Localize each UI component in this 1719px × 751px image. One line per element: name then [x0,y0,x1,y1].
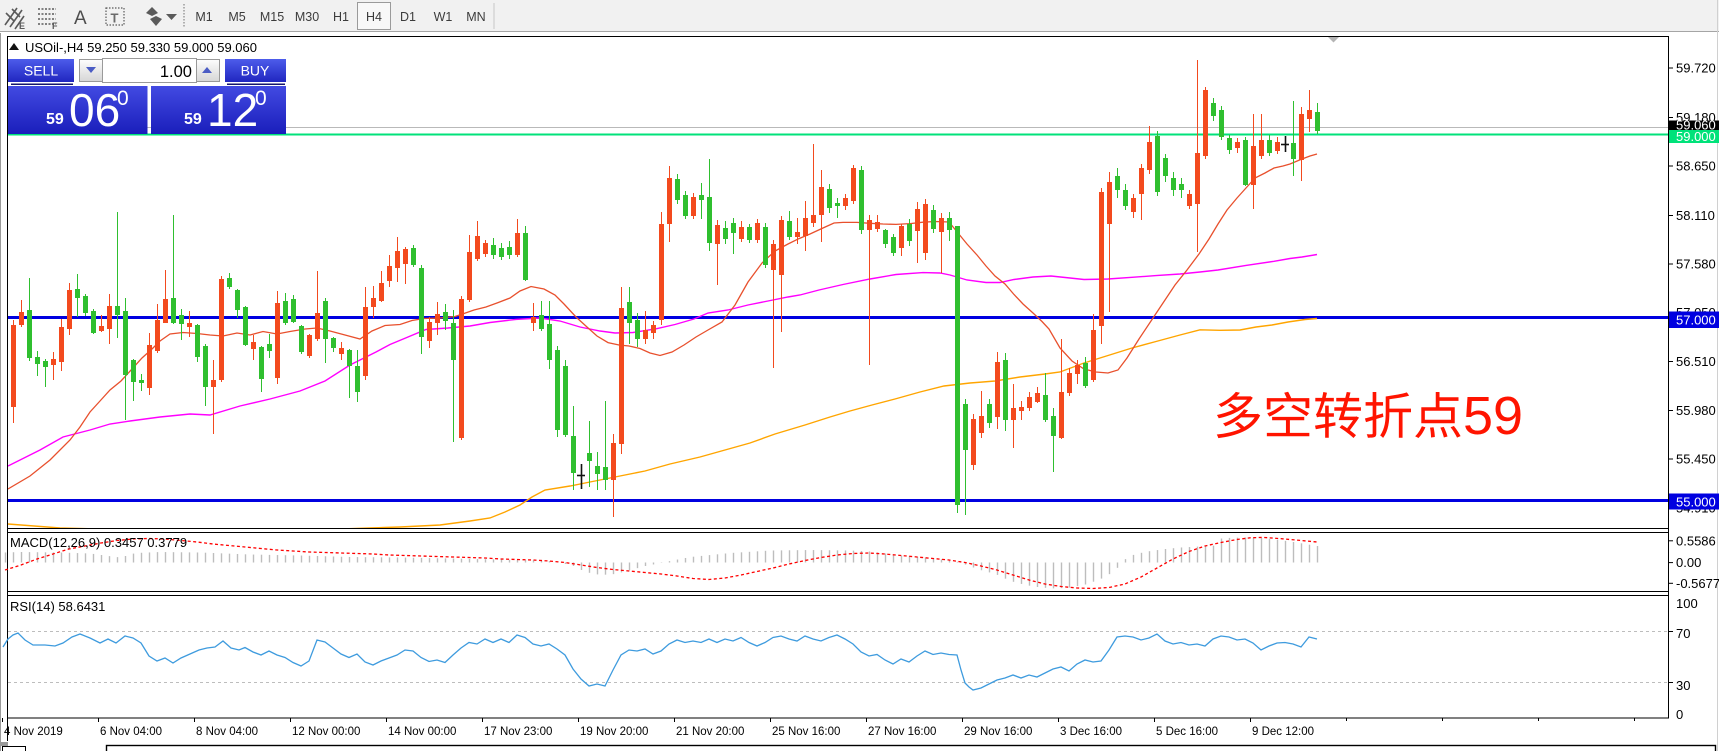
svg-text:F: F [52,21,58,31]
svg-text:29 Nov 16:00: 29 Nov 16:00 [964,726,1032,738]
svg-text:56.510: 56.510 [1676,354,1716,369]
svg-text:USOil-,H4 59.250 59.330 59.00: USOil-,H4 59.250 59.330 59.000 59.060 [25,40,257,55]
svg-text:70: 70 [1676,626,1690,641]
svg-text:27 Nov 16:00: 27 Nov 16:00 [868,726,936,738]
svg-text:55.980: 55.980 [1676,403,1716,418]
svg-text:8 Nov 04:00: 8 Nov 04:00 [196,726,258,738]
svg-text:19 Nov 20:00: 19 Nov 20:00 [580,726,648,738]
svg-text:06: 06 [69,84,120,136]
svg-text:17 Nov 23:00: 17 Nov 23:00 [484,726,552,738]
svg-text:58.650: 58.650 [1676,159,1716,174]
svg-text:4 Nov 2019: 4 Nov 2019 [4,726,63,738]
svg-text:W1: W1 [434,10,453,24]
svg-text:12: 12 [207,84,258,136]
svg-text:57.580: 57.580 [1676,257,1716,272]
svg-text:14 Nov 00:00: 14 Nov 00:00 [388,726,456,738]
svg-text:M1: M1 [195,10,212,24]
svg-text:SELL: SELL [24,63,58,79]
svg-text:-0.5677: -0.5677 [1676,576,1719,591]
svg-text:0.00: 0.00 [1676,555,1701,570]
svg-text:59: 59 [1463,386,1523,446]
svg-text:H4: H4 [366,10,382,24]
svg-text:RSI(14) 58.6431: RSI(14) 58.6431 [10,599,105,614]
svg-text:9 Dec 12:00: 9 Dec 12:00 [1252,726,1314,738]
svg-text:1.00: 1.00 [160,63,192,81]
svg-text:57.000: 57.000 [1676,313,1716,328]
svg-text:MACD(12,26,9) 0.3457 0.3779: MACD(12,26,9) 0.3457 0.3779 [10,535,187,550]
svg-text:12 Nov 00:00: 12 Nov 00:00 [292,726,360,738]
svg-text:M5: M5 [228,10,245,24]
svg-text:0: 0 [1676,707,1683,722]
svg-text:25 Nov 16:00: 25 Nov 16:00 [772,726,840,738]
svg-text:M15: M15 [260,10,284,24]
svg-text:BUY: BUY [241,63,270,79]
svg-text:0: 0 [255,87,267,110]
svg-text:100: 100 [1676,596,1698,611]
svg-text:55.000: 55.000 [1676,495,1716,510]
svg-text:30: 30 [1676,678,1690,693]
svg-text:6 Nov 04:00: 6 Nov 04:00 [100,726,162,738]
svg-text:D1: D1 [400,10,416,24]
svg-text:MN: MN [466,10,485,24]
svg-text:0: 0 [117,87,129,110]
svg-text:59: 59 [184,111,202,128]
svg-text:0.5586: 0.5586 [1676,533,1716,548]
svg-text:55.450: 55.450 [1676,452,1716,467]
svg-text:T: T [111,11,119,26]
svg-text:5 Dec 16:00: 5 Dec 16:00 [1156,726,1218,738]
svg-text:M30: M30 [295,10,319,24]
svg-text:3 Dec 16:00: 3 Dec 16:00 [1060,726,1122,738]
svg-text:59.000: 59.000 [1676,129,1716,144]
svg-text:A: A [74,8,87,29]
svg-text:H1: H1 [333,10,349,24]
svg-text:59.060: 59.060 [1676,118,1716,133]
svg-text:59.720: 59.720 [1676,61,1716,76]
svg-text:58.110: 58.110 [1676,208,1715,223]
svg-text:E: E [19,21,25,31]
svg-text:21 Nov 20:00: 21 Nov 20:00 [676,726,744,738]
svg-text:59: 59 [46,111,64,128]
